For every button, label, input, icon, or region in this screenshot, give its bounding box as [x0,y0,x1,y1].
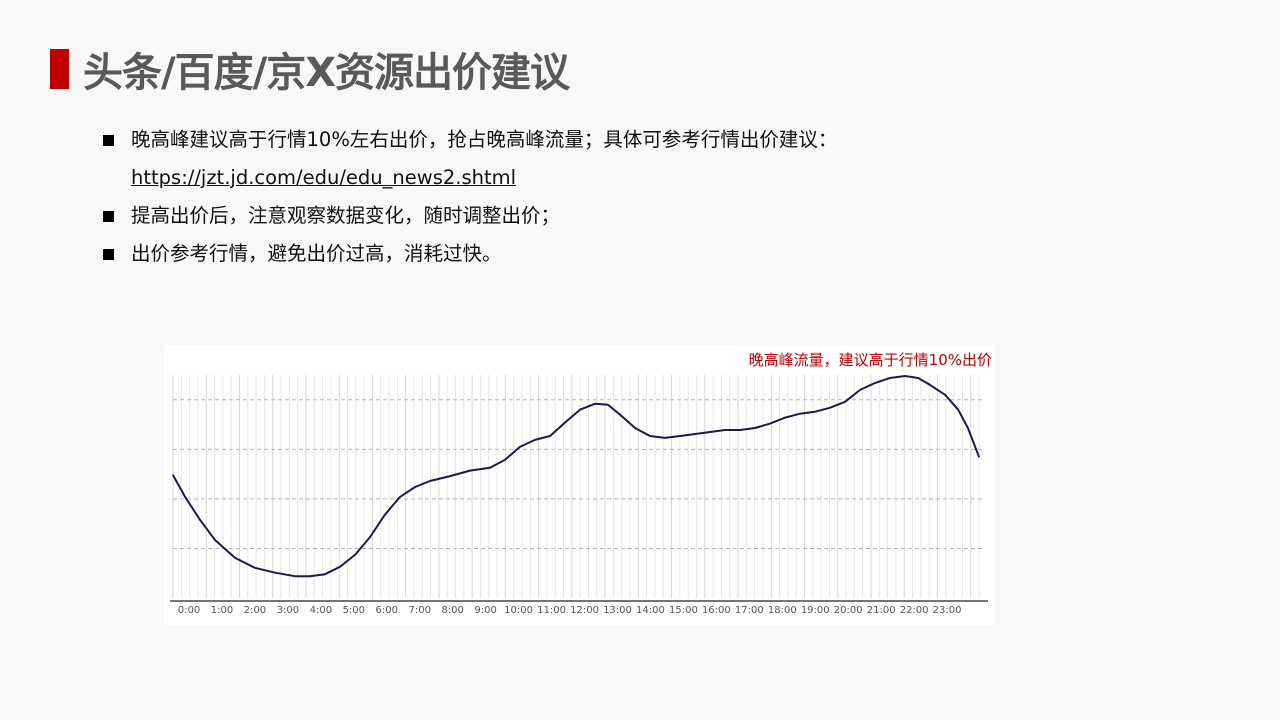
data-point [339,565,341,568]
data-point [504,458,506,461]
data-point [739,429,741,431]
data-point [679,435,681,437]
x-tick-label: 6:00 [376,605,398,616]
data-point [844,400,846,403]
data-point [449,475,451,477]
x-tick-label: 8:00 [441,605,463,616]
data-point [579,408,581,411]
data-point [489,466,491,469]
data-point [957,408,959,411]
data-point [519,446,521,448]
bullet-text: 出价参考行情，避免出价过高，消耗过快。 [131,242,502,265]
x-tick-label: 12:00 [570,605,599,616]
x-tick-label: 18:00 [768,605,797,616]
square-bullet-icon [103,211,114,222]
data-point [214,539,216,541]
data-point [799,412,801,415]
chart-plot: 0:00 1:00 2:00 3:00 4:00 5:00 6:00 7:00 8:00 9:00… [170,375,988,616]
data-point [859,389,861,391]
page-title: 头条/百度/京X资源出价建议 [83,50,570,96]
bullet-text: 提高出价后，注意观察数据变化，随时调整出价； [131,204,561,227]
data-point [294,575,296,577]
traffic-chart: 0:00 1:00 2:00 3:00 4:00 5:00 6:00 7:00 8:00 9:00… [164,345,995,625]
x-tick-label: 22:00 [900,605,929,616]
data-point [904,375,906,377]
data-point [384,513,386,516]
data-point [917,377,920,379]
x-tick-label: 14:00 [636,605,665,616]
data-point [607,403,609,406]
data-point [874,382,877,384]
data-point [234,557,236,559]
data-point [534,439,536,441]
x-tick-label: 7:00 [408,605,430,616]
data-point [309,575,311,577]
data-point [769,422,771,425]
x-tick-label: 17:00 [735,605,764,616]
x-tick-label: 23:00 [933,605,962,616]
bullet-text: 晚高峰建议高于行情10%左右出价，抢占晚高峰流量；具体可参考行情出价建议： [131,128,838,151]
data-point [469,469,471,472]
data-point [549,435,551,437]
data-point [184,496,186,498]
reference-link[interactable]: https://jzt.jd.com/edu/edu_news2.shtml [131,166,517,189]
x-tick-label: 10:00 [504,605,533,616]
data-point [754,427,756,429]
data-point [829,406,832,409]
data-point [274,571,276,574]
data-point [929,384,931,386]
data-point [324,573,326,576]
data-point [889,377,891,379]
x-tick-label: 3:00 [277,605,299,616]
data-point [967,427,969,429]
x-tick-label: 0:00 [178,605,200,616]
data-point [709,431,711,433]
x-tick-label: 5:00 [343,605,365,616]
x-tick-label: 19:00 [801,605,830,616]
data-point [594,402,596,405]
square-bullet-icon [103,249,114,260]
series-line [172,375,980,578]
data-point [619,413,621,416]
data-point [414,486,416,488]
data-point [634,427,636,429]
data-point [199,518,201,521]
data-point [172,474,174,476]
title-accent-bar [50,49,69,89]
data-point [664,437,666,439]
data-point [649,435,651,437]
square-bullet-icon [103,135,114,146]
data-point [724,429,726,431]
x-tick-label: 4:00 [310,605,332,616]
data-point [254,566,256,569]
x-tick-label: 1:00 [211,605,233,616]
data-point [784,416,787,419]
x-tick-label: 11:00 [537,605,566,616]
chart-annotation: 晚高峰流量，建议高于行情10%出价 [748,351,992,369]
data-point [694,433,697,435]
data-point [814,410,816,413]
x-tick-label: 9:00 [474,605,496,616]
data-point [564,421,566,424]
data-point [944,394,946,396]
data-point [399,496,401,498]
data-point [978,455,980,458]
data-point [369,536,371,538]
x-tick-label: 20:00 [834,605,863,616]
x-tick-label: 13:00 [603,605,632,616]
data-point [429,480,431,482]
x-tick-label: 16:00 [702,605,731,616]
x-tick-label: 21:00 [867,605,896,616]
x-tick-label: 15:00 [669,605,698,616]
x-tick-label: 2:00 [244,605,266,616]
data-point [354,554,356,556]
